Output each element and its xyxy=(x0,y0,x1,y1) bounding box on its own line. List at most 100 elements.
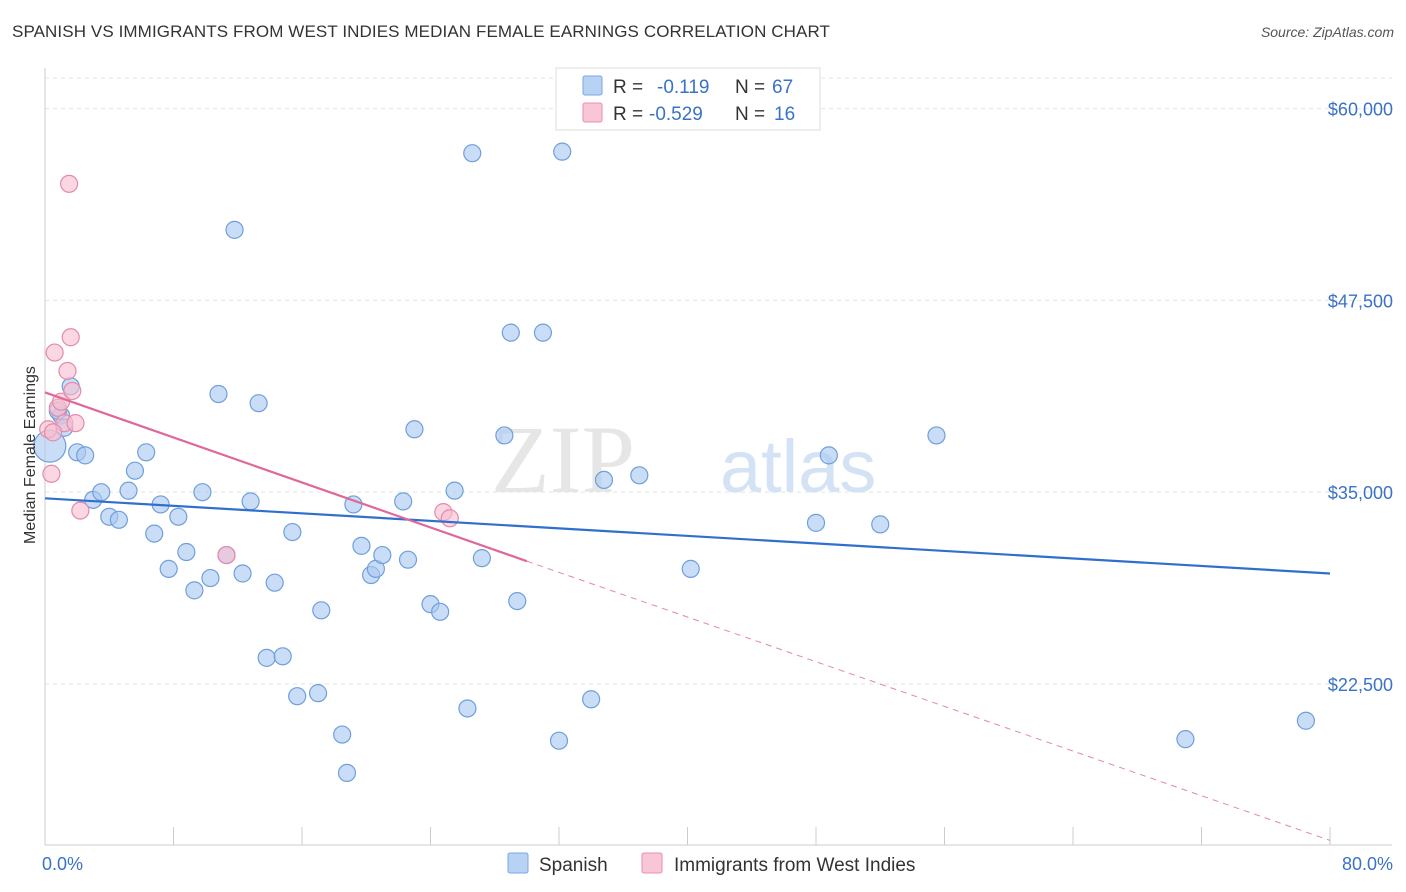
spanish-point-9 xyxy=(109,510,128,529)
west-indies-point-1 xyxy=(42,464,61,483)
chart-source: Source: ZipAtlas.com xyxy=(1260,24,1394,40)
spanish-point-50 xyxy=(495,426,514,445)
spanish-point-34 xyxy=(333,725,352,744)
west-indies-point-6 xyxy=(59,174,79,193)
spanish-point-37 xyxy=(352,536,371,555)
spanish-point-33 xyxy=(312,601,331,620)
spanish-point-54 xyxy=(549,731,569,750)
spanish-point-23 xyxy=(225,220,244,239)
spanish-point-65 xyxy=(1296,711,1316,730)
spanish-point-5 xyxy=(76,446,95,465)
bottom-swatch-spanish xyxy=(507,852,529,874)
chart-title: SPANISH VS IMMIGRANTS FROM WEST INDIES M… xyxy=(12,22,831,41)
x-tick-label-1: 80.0% xyxy=(1342,854,1393,874)
spanish-point-31 xyxy=(288,687,307,706)
spanish-point-42 xyxy=(398,550,418,569)
zipatlas-watermark: ZIP atlas xyxy=(491,406,876,513)
west-indies-point-10 xyxy=(66,414,85,433)
spanish-point-13 xyxy=(145,524,164,543)
spanish-point-25 xyxy=(241,492,260,511)
legend-swatch-west-indies xyxy=(582,102,603,123)
x-tick-label-0: 0.0% xyxy=(42,854,83,874)
spanish-point-16 xyxy=(169,507,188,526)
y-axis-label: Median Female Earnings xyxy=(22,366,39,544)
spanish-point-26 xyxy=(249,394,268,413)
legend-r-label-2: R = xyxy=(613,104,643,125)
spanish-point-29 xyxy=(273,647,292,666)
spanish-point-51 xyxy=(501,323,520,342)
west-indies-point-11 xyxy=(71,501,90,520)
spanish-point-19 xyxy=(193,483,212,502)
x-tick-labels: 0.0% 80.0% xyxy=(42,854,1393,874)
legend-r-label: R = xyxy=(613,77,643,98)
spanish-point-11 xyxy=(125,461,145,480)
trend-line-spanish xyxy=(44,497,1331,575)
spanish-point-17 xyxy=(177,542,196,562)
legend-r-spanish: -0.119 xyxy=(657,77,709,98)
bottom-legend-west-indies: Immigrants from West Indies xyxy=(674,855,915,876)
spanish-point-57 xyxy=(594,470,614,490)
legend-n-west-indies: 16 xyxy=(774,104,795,125)
spanish-point-60 xyxy=(806,513,826,532)
y-tick-label-2: $47,500 xyxy=(1328,291,1393,311)
series-spanish xyxy=(33,142,1316,783)
bottom-swatch-west-indies xyxy=(641,852,663,874)
stats-legend: R = -0.119 N = 67 R = -0.529 N = 16 xyxy=(555,67,821,131)
axes xyxy=(44,68,1392,846)
legend-swatch-spanish xyxy=(582,75,603,96)
spanish-point-56 xyxy=(582,690,601,709)
spanish-point-21 xyxy=(209,384,228,404)
spanish-point-32 xyxy=(308,684,328,703)
y-tick-label-0: $22,500 xyxy=(1328,675,1393,695)
spanish-point-43 xyxy=(405,420,424,439)
y-tick-label-3: $60,000 xyxy=(1328,100,1393,120)
west-indies-point-2 xyxy=(45,343,64,362)
legend-n-spanish: 67 xyxy=(772,77,793,98)
west-indies-point-7 xyxy=(61,328,80,347)
west-indies-point-14 xyxy=(440,509,459,528)
legend-n-label: N = xyxy=(735,77,765,98)
y-tick-label-1: $35,000 xyxy=(1328,483,1393,503)
legend-n-label-2: N = xyxy=(735,104,765,125)
trend-line-west-indies-extension xyxy=(526,560,1331,841)
trend-lines xyxy=(44,391,1331,841)
spanish-point-52 xyxy=(508,591,527,611)
spanish-point-40 xyxy=(373,545,392,565)
y-tick-labels: $22,500 $35,000 $47,500 $60,000 xyxy=(1328,100,1393,695)
spanish-point-12 xyxy=(137,443,156,462)
spanish-point-30 xyxy=(283,522,302,542)
spanish-point-41 xyxy=(394,492,413,511)
trend-line-west-indies xyxy=(44,391,528,563)
bottom-legend-spanish: Spanish xyxy=(539,855,608,876)
spanish-point-47 xyxy=(458,699,477,718)
legend-r-west-indies: -0.529 xyxy=(649,104,703,125)
west-indies-point-12 xyxy=(217,545,236,565)
west-indies-point-8 xyxy=(58,361,77,381)
spanish-point-64 xyxy=(1176,730,1195,749)
spanish-point-15 xyxy=(159,559,178,578)
spanish-point-35 xyxy=(337,763,357,783)
watermark-zip: ZIP xyxy=(491,406,635,513)
spanish-point-49 xyxy=(472,549,491,568)
spanish-point-63 xyxy=(927,426,946,445)
spanish-point-7 xyxy=(92,483,111,502)
spanish-point-18 xyxy=(185,581,204,600)
spanish-point-59 xyxy=(681,559,700,578)
watermark-atlas: atlas xyxy=(720,425,876,508)
spanish-point-20 xyxy=(201,568,220,588)
spanish-point-28 xyxy=(265,573,284,592)
west-indies-point-9 xyxy=(63,381,82,401)
spanish-point-46 xyxy=(445,481,464,500)
spanish-point-58 xyxy=(630,466,649,485)
west-indies-point-15 xyxy=(43,423,63,442)
spanish-point-48 xyxy=(463,144,482,163)
spanish-point-45 xyxy=(431,602,450,621)
grid-lines xyxy=(45,77,1392,685)
spanish-point-53 xyxy=(533,323,553,342)
spanish-point-27 xyxy=(257,648,276,667)
series-west-indies xyxy=(39,174,459,565)
spanish-point-10 xyxy=(119,481,138,500)
spanish-point-24 xyxy=(233,564,252,583)
spanish-point-62 xyxy=(871,515,890,534)
